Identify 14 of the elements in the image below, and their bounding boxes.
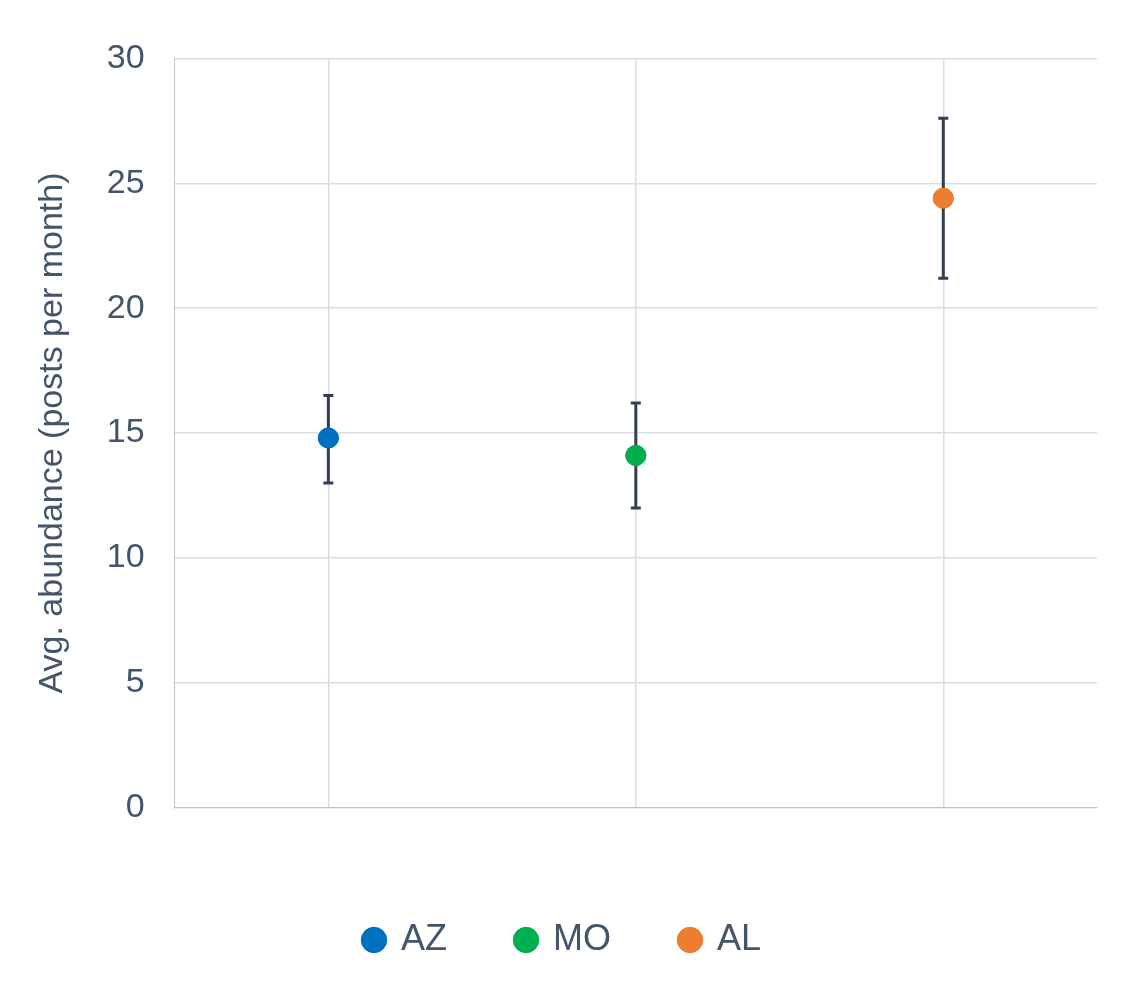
y-tick-label: 20 xyxy=(106,286,145,325)
legend-label: MO xyxy=(552,916,611,958)
y-tick-label: 30 xyxy=(106,36,145,75)
legend-label: AZ xyxy=(400,916,447,958)
y-tick-label: 5 xyxy=(125,661,145,700)
y-tick-label: 0 xyxy=(125,785,145,824)
legend-label: AL xyxy=(716,916,762,958)
y-tick-label: 15 xyxy=(106,411,145,450)
y-tick-label: 25 xyxy=(106,161,145,200)
y-axis-title: Avg. abundance (posts per month) xyxy=(30,172,69,694)
y-tick-label: 10 xyxy=(106,536,145,575)
point xyxy=(317,427,339,449)
point xyxy=(625,444,647,466)
point xyxy=(932,187,954,209)
